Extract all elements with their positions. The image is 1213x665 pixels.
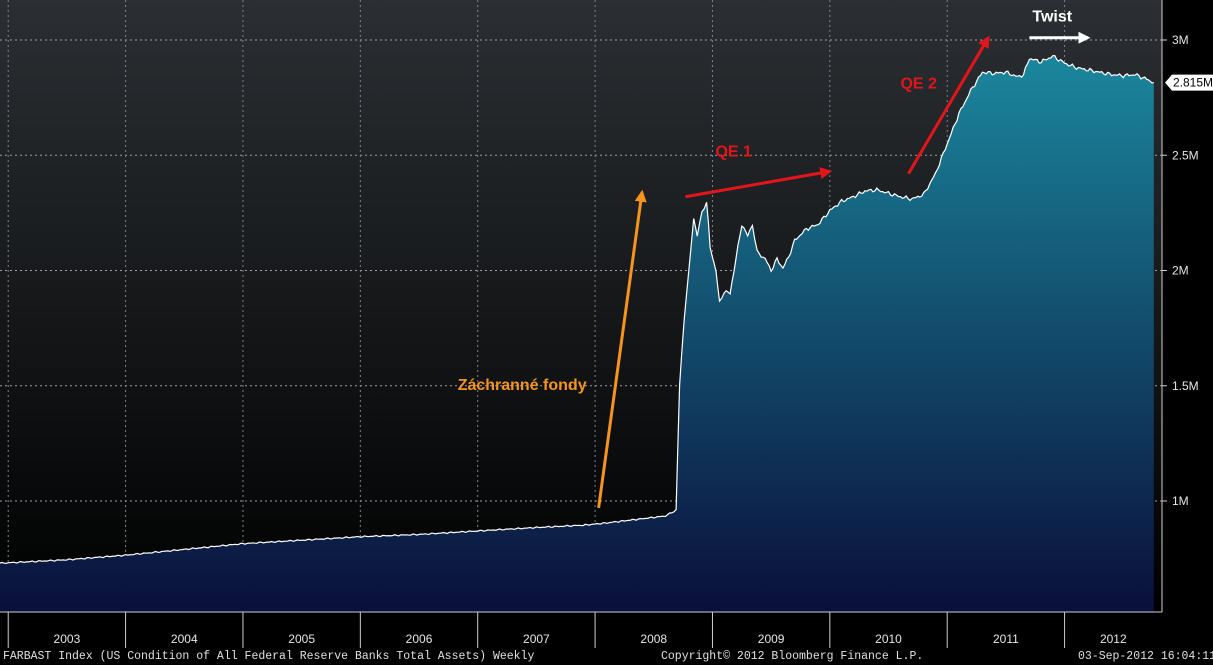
annotation-label: Twist	[1032, 9, 1072, 26]
series-line	[0, 54, 1154, 565]
y-tick-label: 1M	[1172, 494, 1189, 508]
x-tick-label: 2012	[1100, 632, 1127, 646]
last-value-box	[1165, 74, 1213, 91]
y-tick-label: 2.5M	[1172, 148, 1199, 162]
x-axis-ticks: 2003 2004 2005 2006 2007 2008 2009 2010 2011 2012	[7, 612, 1127, 648]
last-value-marker: 2.815M	[1165, 74, 1213, 91]
annotation-label: QE 1	[715, 144, 752, 161]
x-tick-label: 2009	[758, 632, 785, 646]
y-tick-label: 2M	[1172, 264, 1189, 278]
footer-index-label: FARBAST Index (US Condition of All Feder…	[3, 650, 535, 663]
x-tick-label: 2008	[640, 632, 667, 646]
x-tick-label: 2011	[993, 632, 1019, 646]
footer-timestamp: 03-Sep-2012 16:04:11	[1078, 650, 1213, 663]
x-tick-label: 2005	[288, 632, 315, 646]
y-axis-panel	[1162, 0, 1213, 648]
x-tick-label: 2006	[406, 632, 433, 646]
x-tick-label: 2007	[523, 632, 550, 646]
x-tick-label: 2004	[171, 632, 198, 646]
annotations: Záchranné fondy QE 1 QE 2 Twist	[458, 9, 1091, 509]
y-tick-label: 3M	[1172, 33, 1189, 47]
annotation-arrow	[597, 189, 647, 509]
footer-copyright: Copyright© 2012 Bloomberg Finance L.P.	[661, 650, 924, 663]
annotation-label: Záchranné fondy	[458, 377, 587, 394]
y-axis-ticks: 1M 1.5M 2M 2.5M 3M	[1162, 33, 1199, 508]
annotation-arrow	[907, 35, 990, 175]
series-area	[0, 55, 1154, 613]
x-axis-panel	[0, 612, 1162, 648]
last-value-label: 2.815M	[1173, 76, 1213, 90]
annotation-label: QE 2	[900, 76, 937, 93]
annotation-arrow	[685, 167, 833, 199]
x-tick-label: 2010	[875, 632, 902, 646]
footer: FARBAST Index (US Condition of All Feder…	[0, 648, 1213, 665]
y-tick-label: 1.5M	[1172, 379, 1199, 393]
x-tick-label: 2003	[54, 632, 81, 646]
